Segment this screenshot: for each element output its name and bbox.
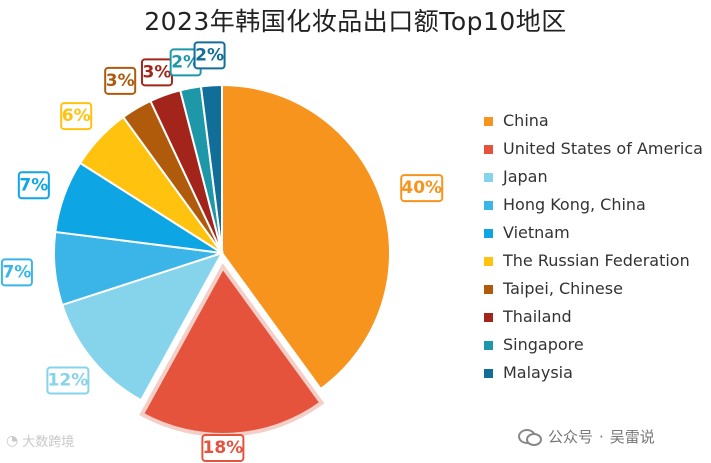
legend-item-vietnam: Vietnam — [484, 219, 703, 247]
data-label-the-russian-federation: 6% — [60, 102, 93, 131]
legend: China United States of America Japan Hong K… — [484, 107, 703, 387]
legend-item-taipei-chinese: Taipei, Chinese — [484, 275, 703, 303]
watermark-separator: · — [599, 427, 604, 446]
svg-text:12%: 12% — [48, 370, 89, 390]
legend-swatch — [484, 368, 493, 378]
legend-item-japan: Japan — [484, 163, 703, 191]
watermark-left: ◔ 大数跨境 — [6, 431, 75, 451]
watermark-right: 公众号 · 吴雷说 — [518, 426, 655, 447]
chart-title: 2023年韩国化妆品出口额Top10地区 — [144, 7, 567, 36]
svg-text:3%: 3% — [106, 71, 135, 91]
svg-text:3%: 3% — [143, 62, 172, 82]
legend-label: Singapore — [503, 335, 584, 354]
data-label-japan: 12% — [46, 366, 90, 395]
svg-text:18%: 18% — [203, 438, 244, 458]
pie-slice-japan — [60, 251, 225, 402]
legend-swatch — [484, 312, 493, 322]
legend-item-united-states-of-america: United States of America — [484, 135, 703, 163]
watermark-author: 吴雷说 — [609, 428, 655, 446]
legend-swatch — [484, 284, 493, 294]
legend-swatch — [484, 256, 493, 266]
legend-label: Vietnam — [503, 223, 570, 242]
legend-item-china: China — [484, 107, 703, 135]
data-label-thailand: 3% — [140, 58, 173, 87]
pie-slice-china — [221, 83, 391, 391]
svg-text:2%: 2% — [195, 45, 224, 65]
legend-label: China — [503, 111, 549, 130]
svg-text:40%: 40% — [401, 178, 442, 198]
data-label-malaysia: 2% — [193, 41, 226, 70]
svg-text:2%: 2% — [171, 52, 200, 72]
legend-swatch — [484, 172, 493, 182]
legend-swatch — [484, 200, 493, 210]
legend-item-hong-kong-china: Hong Kong, China — [484, 191, 703, 219]
legend-label: United States of America — [503, 139, 703, 158]
data-label-china: 40% — [400, 174, 444, 203]
legend-item-the-russian-federation: The Russian Federation — [484, 247, 703, 275]
legend-label: Thailand — [503, 307, 572, 326]
legend-item-singapore: Singapore — [484, 331, 703, 359]
legend-item-thailand: Thailand — [484, 303, 703, 331]
data-label-united-states-of-america: 18% — [201, 434, 245, 462]
svg-text:7%: 7% — [19, 175, 48, 195]
legend-item-malaysia: Malaysia — [484, 359, 703, 387]
legend-label: Malaysia — [503, 363, 573, 382]
data-label-vietnam: 7% — [17, 171, 50, 200]
legend-swatch — [484, 228, 493, 238]
wechat-icon — [518, 428, 542, 446]
data-label-hong-kong-china: 7% — [0, 258, 33, 287]
legend-label: Taipei, Chinese — [503, 279, 623, 298]
pie-slice-malaysia — [199, 83, 223, 254]
watermark-logo-icon: ◔ — [6, 432, 19, 449]
svg-text:6%: 6% — [62, 106, 91, 126]
legend-label: The Russian Federation — [503, 251, 690, 270]
legend-label: Hong Kong, China — [503, 195, 646, 214]
legend-label: Japan — [503, 167, 548, 186]
data-label-taipei-chinese: 3% — [104, 66, 137, 95]
watermark-source: 公众号 — [548, 428, 594, 446]
legend-swatch — [484, 340, 493, 350]
svg-text:7%: 7% — [2, 262, 31, 282]
watermark-left-text: 大数跨境 — [22, 435, 75, 450]
legend-swatch — [484, 144, 493, 154]
legend-swatch — [484, 116, 493, 126]
